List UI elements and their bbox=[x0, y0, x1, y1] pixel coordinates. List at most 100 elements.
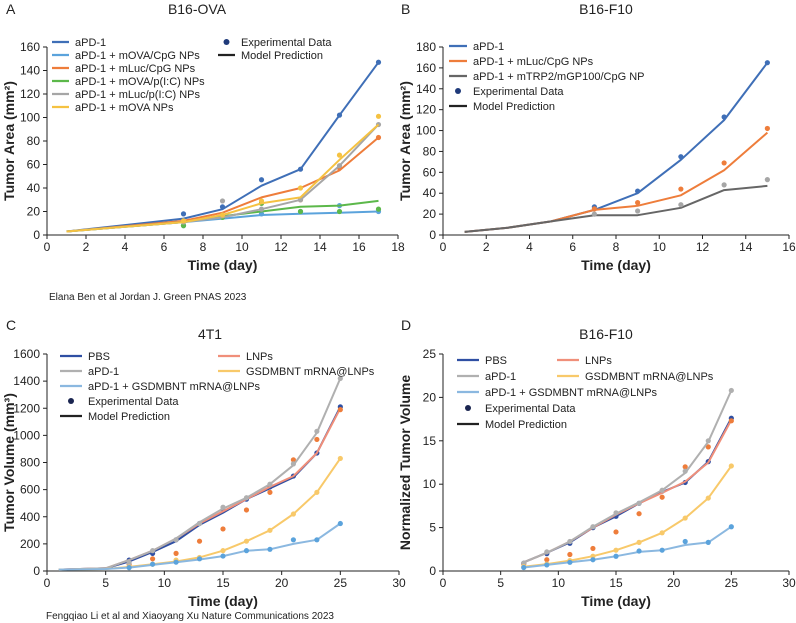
data-point-b16-f10-area-1 bbox=[591, 206, 597, 212]
x-tick-label: 6 bbox=[161, 240, 168, 254]
series-line-b16-f10-area-1 bbox=[464, 131, 769, 233]
data-point-b16-f10-norm-1 bbox=[613, 529, 619, 535]
data-point-b16-f10-area-2 bbox=[721, 182, 727, 188]
x-tick-label: 14 bbox=[739, 240, 753, 254]
data-point-b16-f10-norm-4 bbox=[613, 553, 619, 559]
series-line-b16-f10-norm-4 bbox=[523, 525, 732, 569]
legend-entry: aPD-1 + mOVA/CpG NPs bbox=[75, 50, 200, 62]
legend-entry: GSDMBNT mRNA@LNPs bbox=[585, 371, 714, 383]
citation-bottom: Fengqiao Li et al and Xiaoyang Xu Nature… bbox=[46, 611, 334, 622]
data-point-b16-f10-area-0 bbox=[635, 188, 641, 194]
data-point-b16-f10-norm-1 bbox=[728, 418, 734, 424]
y-tick-label: 100 bbox=[416, 124, 436, 138]
legend-entry: aPD-1 bbox=[88, 366, 119, 378]
x-axis-label: Time (day) bbox=[581, 257, 651, 273]
legend-entry: PBS bbox=[88, 351, 110, 363]
y-tick-label: 40 bbox=[423, 186, 437, 200]
legend-entry: Model Prediction bbox=[88, 411, 170, 423]
data-point-b16-f10-norm-2 bbox=[636, 500, 642, 506]
data-point-b16-ova-3 bbox=[336, 208, 343, 215]
x-tick-label: 5 bbox=[102, 576, 109, 590]
data-point-b16-f10-norm-3 bbox=[636, 539, 642, 545]
data-point-4t1-1 bbox=[267, 489, 273, 495]
data-point-b16-ova-5 bbox=[180, 218, 187, 224]
data-point-4t1-2 bbox=[290, 461, 296, 467]
legend-entry: Model Prediction bbox=[473, 101, 555, 113]
data-point-b16-f10-norm-4 bbox=[567, 559, 573, 565]
series-line-4t1-0 bbox=[58, 406, 342, 571]
series-line-4t1-2 bbox=[58, 378, 342, 571]
chart-title: B16-F10 bbox=[579, 1, 633, 17]
y-tick-label: 180 bbox=[416, 40, 436, 54]
x-tick-label: 10 bbox=[235, 240, 249, 254]
data-point-b16-f10-norm-2 bbox=[659, 487, 665, 493]
data-point-b16-ova-5 bbox=[219, 212, 226, 218]
data-point-4t1-3 bbox=[243, 538, 250, 544]
data-point-b16-f10-area-1 bbox=[721, 160, 727, 166]
y-tick-label: 0 bbox=[429, 228, 436, 242]
y-tick-label: 1000 bbox=[13, 428, 40, 442]
data-point-b16-f10-norm-3 bbox=[705, 495, 711, 501]
data-point-b16-ova-0 bbox=[258, 177, 265, 183]
y-tick-label: 20 bbox=[27, 205, 41, 219]
panel-letter: A bbox=[6, 1, 16, 17]
data-point-b16-ova-2 bbox=[375, 134, 382, 141]
x-tick-label: 12 bbox=[696, 240, 710, 254]
data-point-4t1-1 bbox=[314, 436, 320, 443]
data-point-b16-ova-3 bbox=[297, 208, 304, 215]
y-tick-label: 1200 bbox=[13, 401, 40, 415]
data-point-b16-ova-4 bbox=[258, 206, 265, 212]
data-point-b16-ova-5 bbox=[375, 113, 382, 119]
data-point-b16-f10-norm-2 bbox=[590, 524, 596, 530]
data-point-b16-ova-3 bbox=[375, 206, 382, 212]
panel-b16-ova: A B16-OVA 0 2 4 6 8 10 12 14 16 18 0 20 40 60 80 100 120 14… bbox=[1, 1, 405, 273]
data-point-4t1-3 bbox=[220, 548, 226, 554]
data-point-4t1-4 bbox=[126, 565, 132, 571]
x-tick-label: 4 bbox=[122, 240, 129, 254]
data-point-b16-f10-area-2 bbox=[635, 208, 641, 214]
data-point-4t1-4 bbox=[196, 556, 203, 562]
series-line-4t1-3 bbox=[58, 457, 342, 571]
data-point-b16-ova-4 bbox=[219, 198, 226, 204]
panel-letter: C bbox=[6, 317, 16, 333]
y-tick-label: 120 bbox=[416, 103, 436, 117]
data-point-4t1-1 bbox=[243, 507, 250, 513]
legend-entry: aPD-1 + GSDMBNT mRNA@LNPs bbox=[485, 387, 658, 399]
data-point-4t1-3 bbox=[290, 511, 296, 517]
data-point-b16-ova-0 bbox=[375, 59, 382, 65]
data-point-b16-f10-norm-4 bbox=[636, 548, 642, 554]
y-tick-label: 25 bbox=[423, 347, 437, 361]
x-axis-label: Time (day) bbox=[188, 593, 258, 609]
legend-entry: aPD-1 + mOVA/p(I:C) NPs bbox=[75, 76, 205, 88]
x-tick-label: 5 bbox=[497, 576, 504, 590]
data-point-b16-f10-norm-3 bbox=[613, 547, 619, 553]
data-point-b16-f10-norm-4 bbox=[682, 538, 688, 545]
data-point-b16-ova-5 bbox=[258, 198, 265, 204]
data-point-b16-f10-norm-1 bbox=[636, 511, 642, 517]
x-tick-label: 0 bbox=[440, 576, 447, 590]
data-point-b16-f10-area-0 bbox=[764, 60, 770, 66]
data-point-b16-ova-0 bbox=[180, 211, 187, 217]
y-tick-label: 100 bbox=[20, 111, 40, 125]
x-tick-label: 10 bbox=[552, 576, 566, 590]
data-point-b16-f10-area-1 bbox=[764, 125, 770, 132]
data-point-4t1-3 bbox=[314, 489, 320, 495]
legend-entry: aPD-1 + mLuc/CpG NPs bbox=[473, 56, 594, 68]
data-point-4t1-3 bbox=[337, 455, 343, 462]
legend-entry: aPD-1 + mLuc/CpG NPs bbox=[75, 63, 196, 75]
data-point-b16-f10-area-0 bbox=[678, 154, 684, 160]
data-point-4t1-4 bbox=[220, 553, 226, 559]
y-tick-label: 1600 bbox=[13, 347, 40, 361]
data-point-b16-ova-5 bbox=[297, 185, 304, 191]
data-point-b16-f10-norm-4 bbox=[705, 539, 711, 545]
y-tick-label: 600 bbox=[20, 483, 40, 497]
series-line-4t1-4 bbox=[58, 522, 341, 571]
legend-entry: LNPs bbox=[246, 351, 273, 363]
data-point-b16-f10-norm-1 bbox=[659, 494, 665, 500]
legend-entry: Experimental Data bbox=[241, 37, 332, 49]
panel-4t1: C 4T1 0 5 10 15 20 25 30 0 200 400 600 800 1000 1200 140… bbox=[1, 317, 406, 609]
data-point-4t1-4 bbox=[243, 548, 250, 554]
data-point-b16-f10-area-2 bbox=[591, 211, 597, 217]
data-point-b16-ova-0 bbox=[336, 112, 343, 118]
